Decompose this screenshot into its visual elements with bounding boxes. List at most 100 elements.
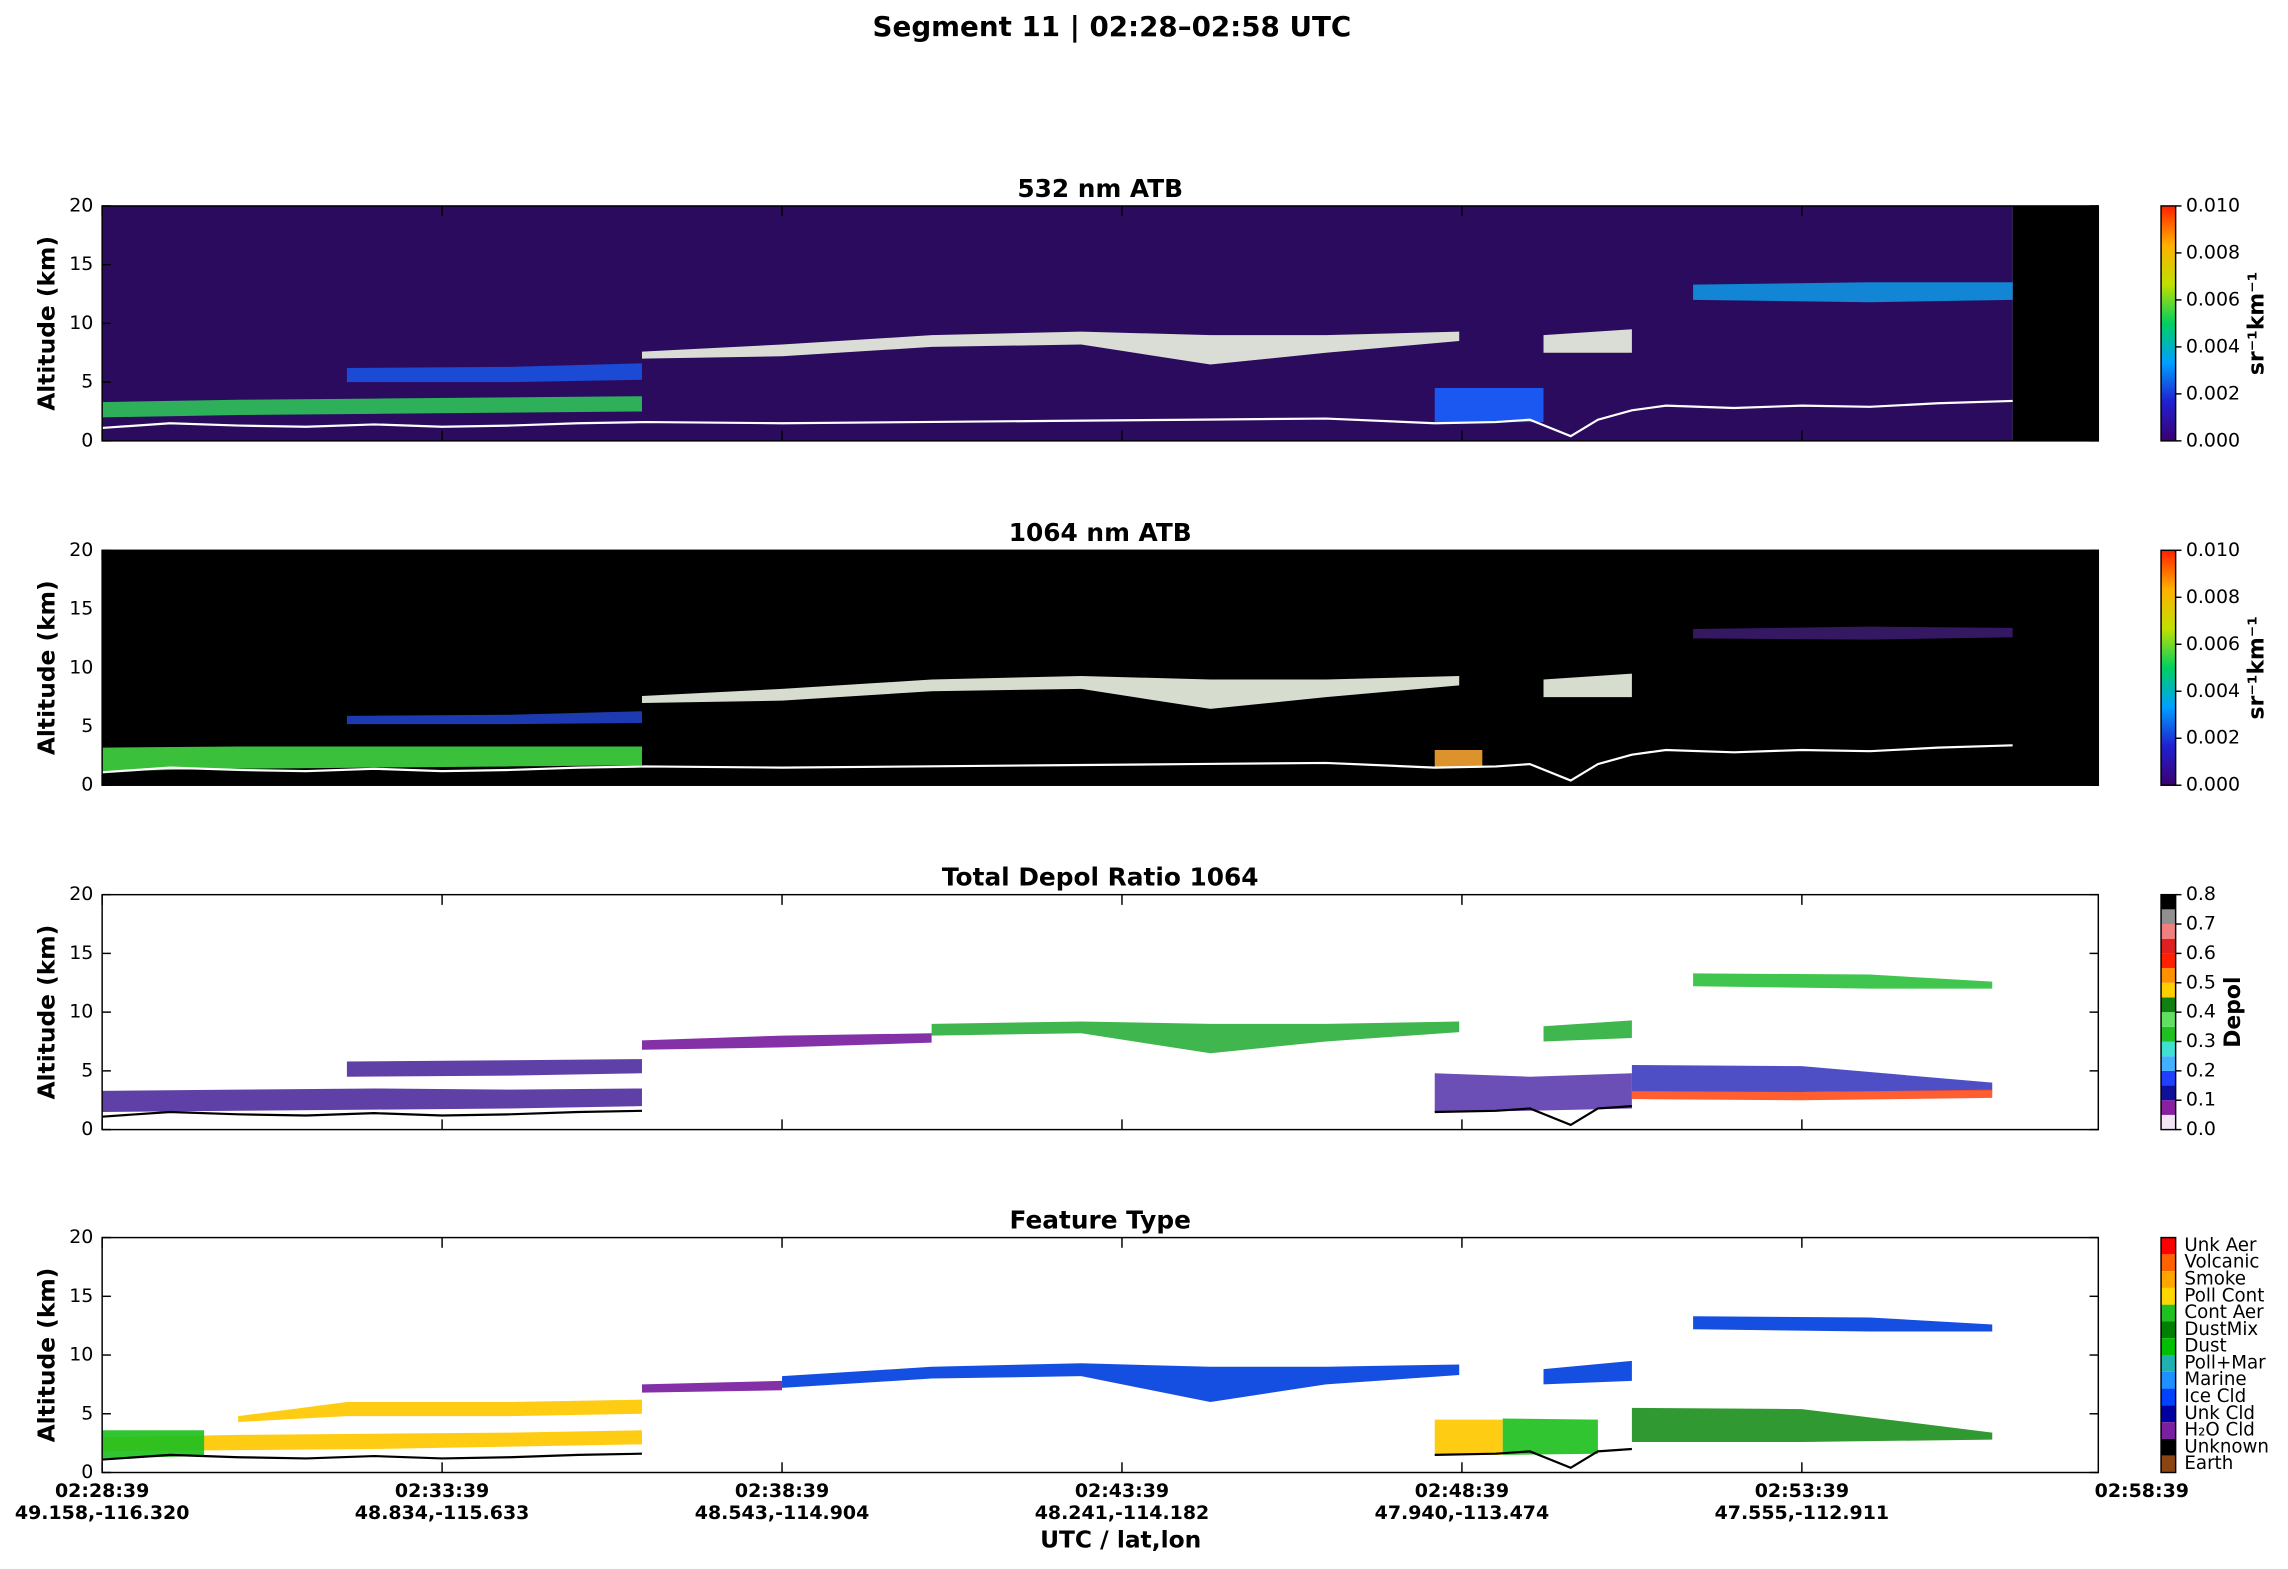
feature-layer (1434, 1419, 1503, 1455)
colorbar-tick-label: 0.4 (2186, 1001, 2216, 1023)
feature-layer (102, 1088, 642, 1112)
colorbar-label: Depol (2221, 977, 2246, 1048)
colorbar-step (2161, 924, 2176, 939)
x-tick-label: 02:53:39 (1755, 1480, 1849, 1502)
colorbar-category-label: Ice Cld (2184, 1386, 2246, 1407)
feature-layer (1434, 1073, 1632, 1112)
colorbar-tick-label: 0.3 (2186, 1030, 2216, 1052)
feature-layer (1543, 1360, 1632, 1385)
feature-layer (641, 1380, 783, 1393)
feature-layer (1434, 388, 1544, 423)
colorbar-step (2161, 968, 2176, 983)
colorbar-category (2161, 1287, 2176, 1305)
feature-layer (1502, 1418, 1598, 1455)
x-tick-sublabel: 47.940,-113.474 (1375, 1502, 1550, 1524)
feature-layer (346, 1059, 642, 1077)
colorbar-tick-label: 0.2 (2186, 1059, 2216, 1081)
x-tick-label: 02:28:39 (55, 1480, 149, 1502)
y-tick-label: 20 (69, 1226, 93, 1248)
colorbar-step (2161, 909, 2176, 925)
colorbar-category (2161, 1271, 2176, 1288)
feature-layer (1693, 1316, 1993, 1332)
y-tick-label: 20 (69, 539, 93, 561)
x-tick-sublabel: 47.555,-112.911 (1715, 1502, 1890, 1524)
feature-layer (346, 363, 642, 383)
panel-title: 532 nm ATB (1017, 174, 1183, 203)
figure-title: Segment 11 | 02:28–02:58 UTC (873, 10, 1352, 43)
y-axis-label: Altitude (km) (33, 925, 61, 1100)
colorbar-step (2161, 997, 2176, 1013)
x-tick-sublabel: 48.241,-114.182 (1035, 1502, 1210, 1524)
colorbar-category-label: Unk Cld (2184, 1403, 2255, 1424)
colorbar-category (2161, 1321, 2176, 1339)
colorbar-tick-label: 0.010 (2186, 194, 2240, 216)
colorbar-category (2161, 1254, 2176, 1272)
y-tick-label: 10 (69, 1344, 93, 1366)
x-tick-label: 02:43:39 (1075, 1480, 1169, 1502)
y-tick-label: 10 (69, 1001, 93, 1023)
y-tick-label: 15 (69, 942, 93, 964)
feature-layer (1543, 673, 1632, 698)
colorbar-tick-label: 0.6 (2186, 942, 2216, 964)
colorbar-category (2161, 1355, 2176, 1372)
background-segment (2012, 205, 2099, 441)
y-tick-label: 0 (81, 1461, 93, 1483)
colorbar-category-label: Cont Aer (2184, 1302, 2264, 1323)
colorbar-tick-label: 0.004 (2186, 680, 2240, 702)
colorbar-step (2161, 982, 2176, 998)
feature-layer (102, 396, 642, 418)
colorbar-step (2161, 1041, 2176, 1057)
feature-layer (1543, 329, 1632, 353)
panel-title: 1064 nm ATB (1009, 518, 1192, 547)
x-tick-sublabel: 49.158,-116.320 (15, 1502, 190, 1524)
colorbar-step (2161, 1070, 2176, 1086)
colorbar-step (2161, 1085, 2176, 1101)
y-tick-label: 5 (81, 371, 93, 393)
colorbar-step (2161, 894, 2176, 910)
colorbar-category (2161, 1422, 2176, 1439)
feature-layer (1631, 1089, 1993, 1101)
y-tick-label: 5 (81, 1402, 93, 1424)
colorbar-tick-label: 0.7 (2186, 913, 2216, 935)
y-tick-label: 15 (69, 598, 93, 620)
panel-title: Feature Type (1010, 1206, 1191, 1235)
x-tick-label: 02:38:39 (735, 1480, 829, 1502)
colorbar-tick-label: 0.0 (2186, 1118, 2216, 1140)
feature-layer (1543, 1020, 1632, 1042)
surface-line (102, 1447, 1632, 1470)
feature-layer (641, 331, 1460, 365)
y-tick-label: 10 (69, 312, 93, 334)
x-tick-label: 02:33:39 (395, 1480, 489, 1502)
colorbar-tick-label: 0.1 (2186, 1089, 2216, 1111)
colorbar-step (2161, 1056, 2176, 1071)
colorbar-category (2161, 1338, 2176, 1356)
x-axis-label: UTC / lat,lon (1040, 1526, 1201, 1554)
colorbar-step (2161, 1100, 2176, 1115)
colorbar-step (2161, 1026, 2176, 1042)
colorbar-tick-label: 0.002 (2186, 727, 2240, 749)
colorbar-tick-label: 0.006 (2186, 633, 2240, 655)
surface-line (102, 744, 2013, 782)
feature-layer (1434, 749, 1483, 768)
colorbar-category (2161, 1304, 2176, 1322)
x-tick-label: 02:58:39 (2095, 1480, 2189, 1502)
background-segment (102, 550, 2099, 786)
feature-layer (102, 1430, 205, 1459)
colorbar-tick-label: 0.008 (2186, 586, 2240, 608)
colorbar-category (2161, 1455, 2176, 1473)
feature-layer (102, 746, 642, 772)
colorbar-tick-label: 0.002 (2186, 382, 2240, 404)
feature-layer (931, 1021, 1460, 1054)
y-axis-label: Altitude (km) (33, 1268, 61, 1443)
y-axis-label: Altitude (km) (33, 236, 61, 411)
colorbar-step (2161, 953, 2176, 969)
colorbar-step (2161, 1114, 2176, 1130)
colorbar-category (2161, 1438, 2176, 1456)
colorbar-tick-label: 0.006 (2186, 288, 2240, 310)
feature-layer (346, 711, 642, 725)
colorbar-frame (2160, 1236, 2177, 1474)
colorbar-step (2161, 1012, 2176, 1027)
colorbar-tick-label: 0.000 (2186, 774, 2240, 796)
colorbar-category-label: Earth (2184, 1453, 2233, 1474)
